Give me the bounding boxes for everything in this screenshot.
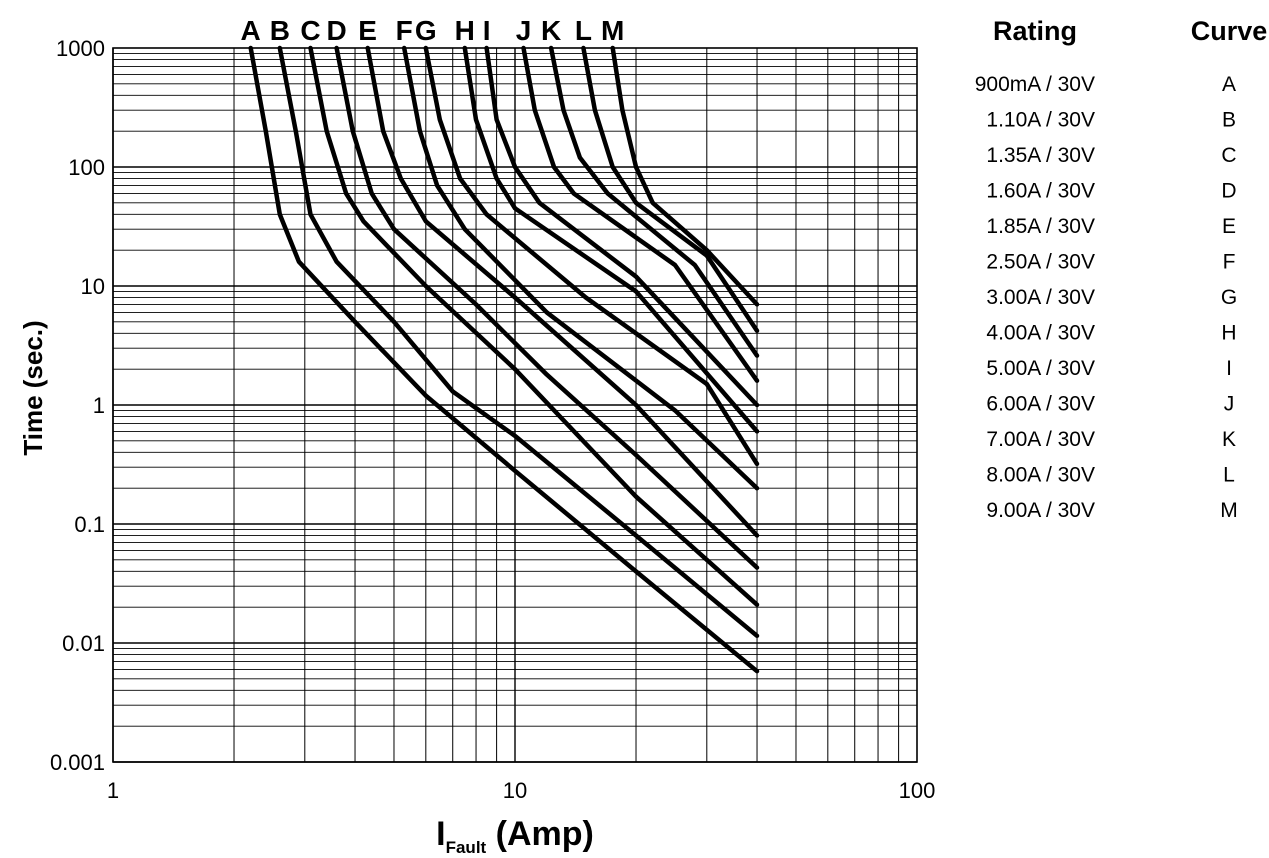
curve-d [334,45,760,570]
legend-curve: I [1226,357,1232,380]
legend-rating: 3.00A / 30V [986,286,1095,309]
curve-label-j: J [516,15,532,46]
curve-label-k: K [541,15,561,46]
legend-rating: 900mA / 30V [975,73,1095,96]
curve-a [248,45,760,674]
curve-label-g: G [415,15,437,46]
legend-curve: C [1221,144,1236,167]
chart-curves [248,45,760,674]
x-axis-label-tail: (Amp) [486,815,594,853]
y-tick-label: 0.1 [74,512,105,537]
y-tick-label: 1 [93,393,105,418]
legend-rating: 2.50A / 30V [986,251,1095,274]
x-tick-label: 100 [899,778,936,803]
y-tick-label: 100 [68,155,105,180]
x-axis-label-main: I [436,815,445,853]
curve-c [308,45,760,607]
legend-rating: 7.00A / 30V [986,428,1095,451]
curve-label-a: A [241,15,261,46]
legend-curve: K [1222,428,1236,451]
legend-curve: D [1221,180,1236,203]
legend-rating: 1.85A / 30V [986,215,1095,238]
y-tick-label: 0.001 [50,750,105,775]
curve-m [610,45,760,307]
curve-label-m: M [601,15,624,46]
curve-i [484,45,760,408]
legend-rating: 6.00A / 30V [986,393,1095,416]
y-axis-label: Time (sec.) [18,320,48,455]
curve-k [548,45,760,358]
curve-label-d: D [327,15,347,46]
legend-table: 900mA / 30V A 1.10A / 30V B 1.35A / 30V C 1.60… [975,73,1238,522]
curve-label-h: H [455,15,475,46]
curve-l [581,45,760,334]
x-tick-label: 1 [107,778,119,803]
legend-curve: H [1221,322,1236,345]
legend-rating: 1.35A / 30V [986,144,1095,167]
legend-curve: M [1220,499,1238,522]
legend-curve: F [1223,251,1236,274]
curve-label-f: F [396,15,413,46]
legend-curve: J [1224,393,1235,416]
axis-ticks: 1 10 100 0.001 0.01 0.1 1 10 100 1000 [50,36,935,803]
legend-rating: 5.00A / 30V [986,357,1095,380]
legend-curve: A [1222,73,1236,96]
x-tick-label: 10 [503,778,527,803]
legend-rating: 1.10A / 30V [986,109,1095,132]
legend-rating: 9.00A / 30V [986,499,1095,522]
curve-label-b: B [270,15,290,46]
legend-rating: 8.00A / 30V [986,464,1095,487]
legend-rating-header: Rating [993,16,1077,46]
curve-label-i: I [483,15,491,46]
legend-curve: G [1221,286,1237,309]
chart-grid [112,47,918,763]
y-tick-label: 10 [81,274,105,299]
curve-g [423,45,760,467]
curve-j [521,45,760,383]
legend-rating: 4.00A / 30V [986,322,1095,345]
legend-curve: L [1223,464,1235,487]
curve-label-e: E [358,15,377,46]
curve-h [462,45,760,434]
legend-curve: B [1222,109,1236,132]
curve-b [277,45,760,639]
curve-e [365,45,760,538]
y-tick-label: 1000 [56,36,105,61]
x-axis-label-sub: Fault [446,838,487,857]
curve-label-l: L [575,15,592,46]
y-tick-label: 0.01 [62,631,105,656]
legend-curve: E [1222,215,1236,238]
legend-rating: 1.60A / 30V [986,180,1095,203]
curve-label-c: C [300,15,320,46]
legend-curve-header: Curve [1191,16,1268,46]
x-axis-label: IFault (Amp) [436,815,594,857]
curve-f [401,45,760,491]
